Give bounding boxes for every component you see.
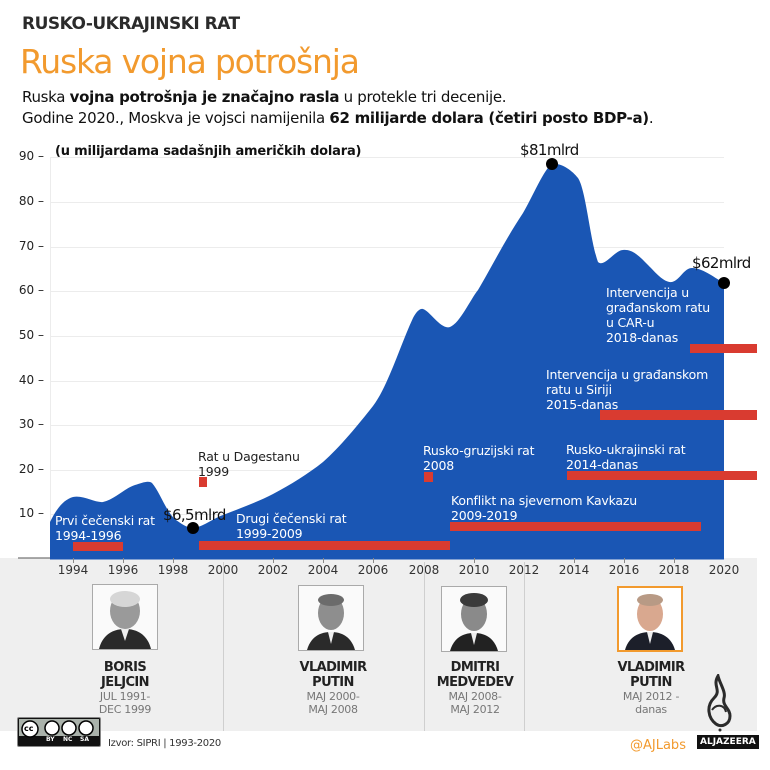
- gridline-90: [50, 157, 724, 158]
- x-tick: 2010: [458, 563, 490, 577]
- y-axis-line: [50, 157, 51, 558]
- event-label-ukraine: Rusko-ukrajinski rat 2014-danas: [566, 442, 686, 472]
- event-label-syria: Intervencija u građanskom ratu u Siriji …: [546, 367, 709, 412]
- portrait-putin-1: [298, 585, 364, 651]
- last-value-label: $62mlrd: [692, 254, 751, 272]
- event-bar-car: [690, 344, 757, 353]
- kicker: RUSKO-UKRAJINSKI RAT: [22, 14, 240, 34]
- leader-medvedev: [441, 586, 509, 652]
- x-tickmark: [273, 558, 274, 563]
- min-point-marker: [187, 522, 199, 534]
- leader-divider: [524, 562, 525, 731]
- event-bar-georgia: [424, 472, 433, 482]
- leader-putin-2: [617, 586, 685, 652]
- x-tick: 2008: [404, 563, 444, 577]
- last-point-marker: [718, 277, 730, 289]
- x-tickmark: [373, 558, 374, 563]
- leader-medvedev-text: DMITRI MEDVEDEV MAJ 2008- MAJ 2012: [436, 660, 514, 716]
- y-tick: 10 –: [18, 506, 44, 520]
- leader-yeltsin-text: BORIS JELJCIN JUL 1991- DEC 1999: [98, 660, 152, 716]
- y-tick: 40 –: [18, 373, 44, 387]
- event-label-georgia: Rusko-gruzijski rat 2008: [423, 443, 535, 473]
- person-icon: [619, 588, 681, 650]
- x-tick: 2020: [708, 563, 740, 577]
- leader-putin-1: [298, 585, 366, 651]
- y-tick: 80 –: [18, 194, 44, 208]
- x-tick: 2002: [257, 563, 289, 577]
- gridline-60: [50, 291, 724, 292]
- x-tick: 1998: [157, 563, 189, 577]
- spending-area: [50, 163, 724, 559]
- event-bar-caucasus: [450, 522, 701, 531]
- leader-divider: [424, 562, 425, 731]
- unit-label: (u milijardama sadašnjih američkih dolar…: [55, 144, 362, 159]
- event-bar-syria: [600, 410, 757, 420]
- gridline-70: [50, 247, 724, 248]
- aljazeera-logo-icon: [707, 674, 732, 732]
- event-label-chechen1: Prvi čečenski rat 1994-1996: [55, 513, 155, 543]
- y-tick: 50 –: [18, 328, 44, 342]
- portrait-putin-2: [617, 586, 683, 652]
- subtitle: Ruska vojna potrošnja je značajno rasla …: [22, 87, 654, 129]
- subtitle-line-1: Ruska vojna potrošnja je značajno rasla …: [22, 88, 507, 106]
- x-tick: 2018: [658, 563, 690, 577]
- portrait-medvedev: [441, 586, 507, 652]
- peak-value-label: $81mlrd: [520, 141, 579, 159]
- event-label-car: Intervencija u građanskom ratu u CAR-u 2…: [606, 285, 710, 345]
- x-tickmark: [474, 558, 475, 563]
- x-tick: 2014: [558, 563, 590, 577]
- source-note: Izvor: SIPRI | 1993-2020: [108, 738, 221, 749]
- gridline-80: [50, 202, 724, 203]
- aljazeera-wordmark: ALJAZEERA: [697, 735, 759, 749]
- leader-yeltsin: [92, 584, 160, 650]
- x-tick: 2006: [357, 563, 389, 577]
- y-tick: 60 –: [18, 283, 44, 297]
- leader-putin-2-text: VLADIMIR PUTIN MAJ 2012 - danas: [617, 660, 685, 716]
- min-value-label: $6,5mlrd: [163, 506, 226, 524]
- x-tickmark: [123, 558, 124, 563]
- y-tick: 30 –: [18, 417, 44, 431]
- x-tick: 2000: [203, 563, 243, 577]
- x-tickmark: [624, 558, 625, 563]
- event-label-dagestan: Rat u Dagestanu 1999: [198, 449, 300, 479]
- person-icon: [299, 586, 363, 650]
- subtitle-line-2: Godine 2020., Moskva je vojsci namijenil…: [22, 109, 654, 127]
- cc-icon: [19, 719, 99, 738]
- event-bar-chechen2: [199, 541, 450, 550]
- x-tick: 1996: [107, 563, 139, 577]
- x-tickmark: [574, 558, 575, 563]
- x-tick: 1994: [57, 563, 89, 577]
- x-tick: 2012: [504, 563, 544, 577]
- peak-point-marker: [546, 158, 558, 170]
- leader-divider: [223, 562, 224, 731]
- x-tickmark: [323, 558, 324, 563]
- event-bar-ukraine: [567, 471, 757, 480]
- y-tick: 70 –: [18, 239, 44, 253]
- x-tick: 2004: [307, 563, 339, 577]
- ajlabs-handle: @AJLabs: [630, 738, 686, 753]
- gridline-50: [50, 336, 724, 337]
- person-icon: [93, 585, 157, 649]
- leader-putin-1-text: VLADIMIR PUTIN MAJ 2000- MAJ 2008: [299, 660, 367, 716]
- x-tick: 2016: [608, 563, 640, 577]
- event-bar-chechen1: [73, 542, 123, 551]
- y-tick: 90 –: [18, 149, 44, 163]
- page-title: Ruska vojna potrošnja: [20, 42, 360, 81]
- x-tickmark: [173, 558, 174, 563]
- person-icon: [442, 587, 506, 651]
- x-tickmark: [73, 558, 74, 563]
- portrait-yeltsin: [92, 584, 158, 650]
- cc-license-badge: cc BY NC SA: [17, 717, 101, 747]
- event-bar-dagestan: [199, 477, 207, 487]
- y-tick: 20 –: [18, 462, 44, 476]
- event-label-caucasus: Konflikt na sjevernom Kavkazu 2009-2019: [451, 493, 637, 523]
- event-label-chechen2: Drugi čečenski rat 1999-2009: [236, 511, 347, 541]
- x-tickmark: [674, 558, 675, 563]
